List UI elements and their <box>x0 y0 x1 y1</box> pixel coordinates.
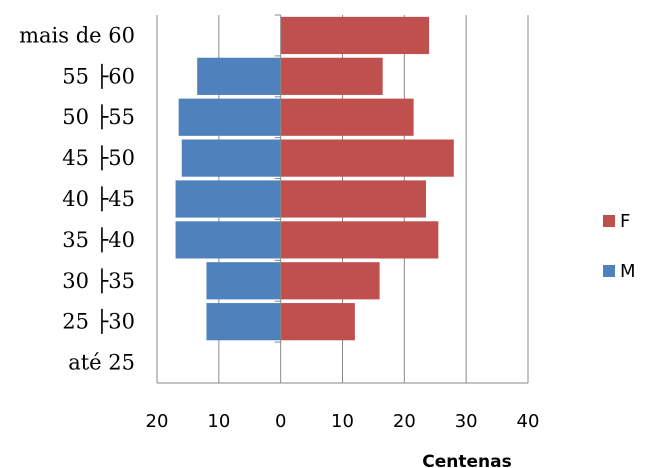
x-tick-label-4: 20 <box>393 411 416 432</box>
category-label-3: 45 ├50 <box>62 145 135 171</box>
axes-group <box>156 14 528 384</box>
category-labels: mais de 60 55 ├60 50 ├55 45 ├50 40 ├45 35 ├40… <box>19 23 135 374</box>
bar-F-6 <box>280 262 380 300</box>
bar-F-1 <box>280 57 383 95</box>
x-tick-label-6: 40 <box>517 411 540 432</box>
bar-F-5 <box>280 221 439 259</box>
bars-group <box>175 16 454 341</box>
bar-M-4 <box>175 180 281 218</box>
x-tick-label-0: 20 <box>146 411 169 432</box>
category-label-1: 55 ├60 <box>62 63 135 89</box>
x-tick-label-5: 30 <box>455 411 478 432</box>
category-label-5: 35 ├40 <box>62 227 135 253</box>
category-label-0: mais de 60 <box>19 23 135 47</box>
bar-M-1 <box>197 57 281 95</box>
bar-M-3 <box>181 139 281 177</box>
bar-F-0 <box>280 16 430 55</box>
category-label-7: 25 ├30 <box>62 309 135 335</box>
bar-F-7 <box>280 303 355 341</box>
category-label-8: até 25 <box>68 351 135 375</box>
bar-F-2 <box>280 98 414 136</box>
legend-label-M: M <box>620 261 636 282</box>
category-label-6: 30 ├35 <box>62 268 135 294</box>
x-tick-labels: 20 10 0 10 20 30 40 <box>146 411 540 432</box>
x-tick-label-3: 10 <box>331 411 354 432</box>
bar-M-6 <box>206 262 281 300</box>
category-label-2: 50 ├55 <box>62 104 135 130</box>
x-axis-title: Centenas <box>422 452 511 468</box>
bar-F-3 <box>280 139 454 177</box>
legend: FM <box>603 211 636 282</box>
bar-F-4 <box>280 180 426 218</box>
bar-M-7 <box>206 303 281 341</box>
bar-M-5 <box>175 221 281 259</box>
legend-swatch-M <box>603 265 615 277</box>
legend-label-F: F <box>620 211 630 232</box>
category-label-4: 40 ├45 <box>62 186 135 212</box>
x-tick-label-1: 10 <box>207 411 230 432</box>
bar-M-2 <box>178 98 281 136</box>
legend-swatch-F <box>603 215 615 227</box>
x-tick-label-2: 0 <box>275 411 286 432</box>
